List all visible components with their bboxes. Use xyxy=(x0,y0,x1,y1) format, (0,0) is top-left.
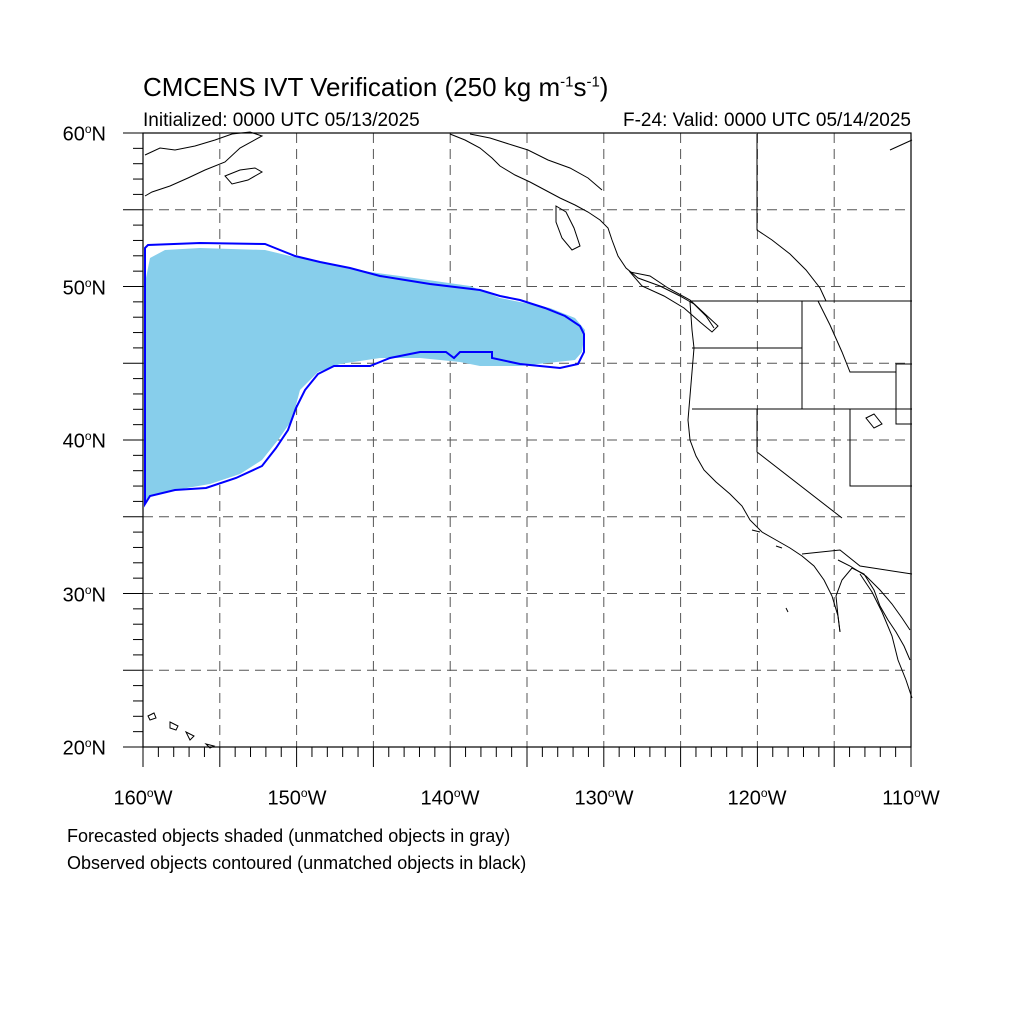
coastlines-and-borders xyxy=(144,131,913,749)
lon-label-110w: 110oW xyxy=(882,786,940,810)
footnote-observed: Observed objects contoured (unmatched ob… xyxy=(67,853,527,873)
initialized-label: Initialized: 0000 UTC 05/13/2025 xyxy=(143,110,420,131)
chart-title: CMCENS IVT Verification (250 kg m-1s-1) xyxy=(143,72,609,102)
forecast-object-shaded xyxy=(145,248,585,505)
lat-label-30n: 30oN xyxy=(62,583,106,607)
lat-label-40n: 40oN xyxy=(62,429,106,453)
lat-label-50n: 50oN xyxy=(62,276,106,300)
map-frame xyxy=(142,132,912,748)
lat-label-20n: 20oN xyxy=(62,736,106,760)
lon-label-150w: 150oW xyxy=(267,786,327,810)
lon-label-130w: 130oW xyxy=(574,786,634,810)
lat-label-60n: 60oN xyxy=(62,122,106,146)
observed-object-contour xyxy=(144,241,585,508)
lon-label-140w: 140oW xyxy=(420,786,480,810)
axis-ticks xyxy=(123,132,912,767)
lon-label-120w: 120oW xyxy=(727,786,787,810)
valid-time-label: F-24: Valid: 0000 UTC 05/14/2025 xyxy=(623,110,911,131)
lon-label-160w: 160oW xyxy=(113,786,173,810)
footnote-forecast: Forecasted objects shaded (unmatched obj… xyxy=(67,826,511,846)
